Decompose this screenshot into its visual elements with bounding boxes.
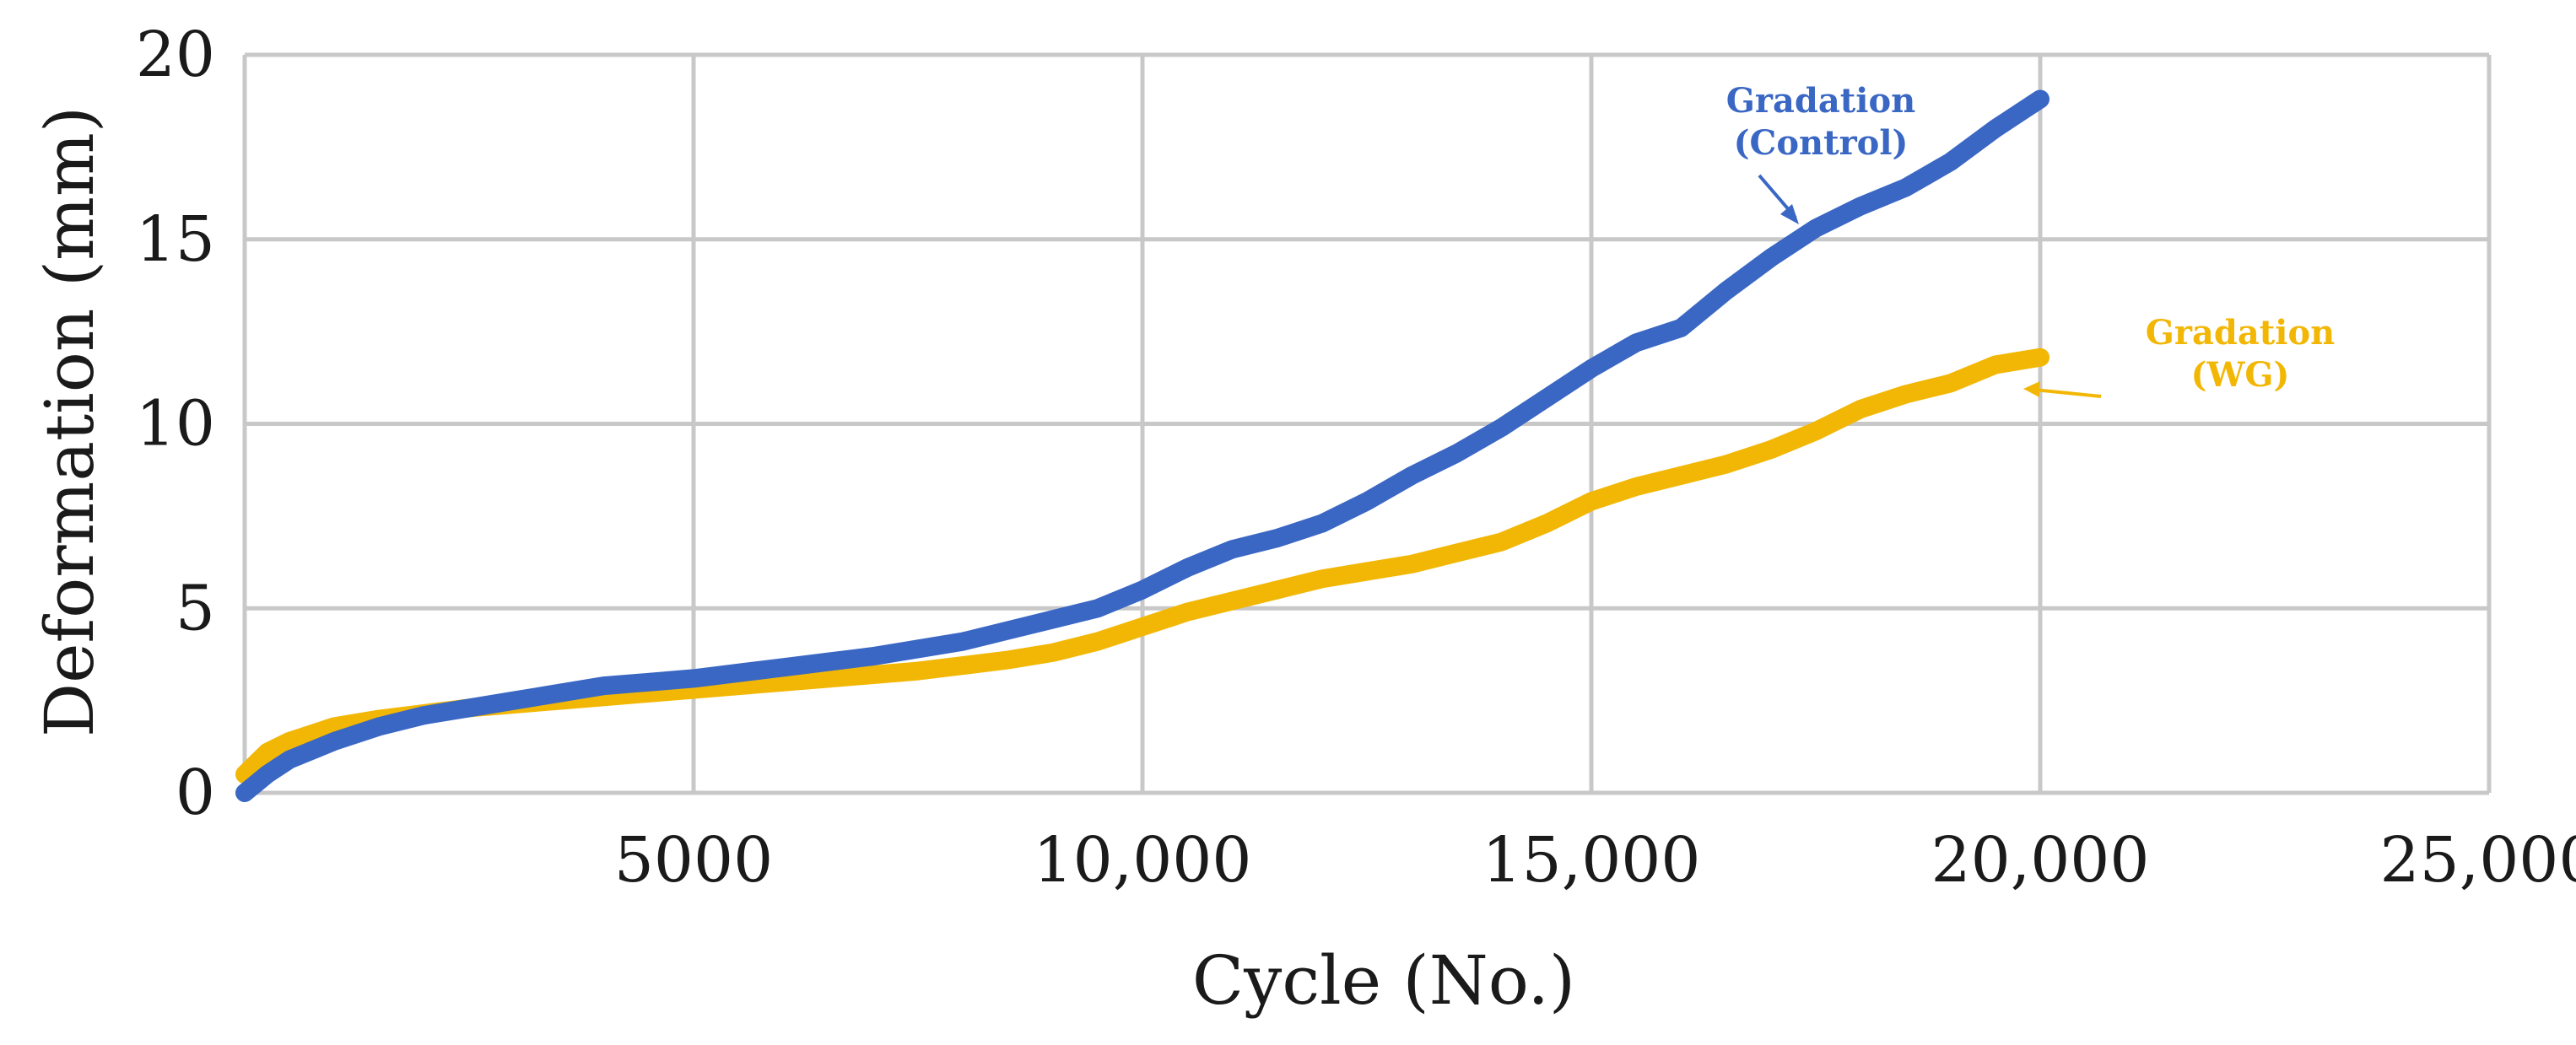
data-point-control-32: [1628, 335, 1644, 351]
y-axis-ticks: 0 5 10 15 20: [136, 19, 215, 829]
data-point-control-22: [1180, 560, 1196, 576]
annotation-control-line1: Gradation: [1726, 81, 1915, 121]
data-point-control-41: [2033, 91, 2048, 107]
x-tick-label-3: 20,000: [1931, 824, 2150, 897]
data-point-control-2: [282, 751, 298, 768]
data-point-control-27: [1404, 467, 1420, 483]
data-point-control-30: [1538, 390, 1554, 406]
x-tick-label-0: 5000: [614, 824, 773, 897]
data-point-wg-37: [1853, 401, 1869, 417]
data-point-wg-36: [1808, 423, 1823, 439]
data-point-wg-32: [1628, 478, 1644, 494]
series-layer: [235, 89, 2049, 802]
data-point-control-7: [506, 692, 522, 708]
annotation-control-line2: (Control): [1734, 123, 1909, 163]
data-point-control-39: [1942, 154, 1958, 170]
data-point-wg-31: [1584, 493, 1599, 509]
data-point-wg-14: [820, 671, 836, 687]
data-point-wg-26: [1359, 563, 1374, 579]
data-point-control-6: [462, 700, 477, 716]
data-point-wg-35: [1763, 442, 1779, 458]
data-point-wg-27: [1404, 556, 1420, 572]
grid-lines: [242, 52, 2492, 795]
data-point-control-35: [1763, 250, 1779, 266]
data-point-wg-38: [1898, 386, 1914, 402]
data-point-wg-17: [955, 658, 971, 674]
x-tick-label-4: 25,000: [2380, 824, 2576, 897]
data-point-wg-19: [1045, 644, 1061, 660]
data-point-wg-22: [1180, 604, 1196, 620]
annotation-control-arrowhead: [1780, 204, 1799, 224]
data-point-control-4: [371, 719, 387, 735]
data-point-control-33: [1673, 320, 1689, 336]
data-point-control-0: [237, 785, 252, 800]
data-point-wg-40: [1987, 357, 2003, 373]
data-point-wg-20: [1089, 633, 1105, 649]
data-point-control-37: [1853, 198, 1869, 214]
data-point-wg-13: [775, 674, 791, 690]
y-axis-title: Deformation (mm): [30, 106, 109, 737]
data-point-control-25: [1314, 515, 1330, 531]
data-point-wg-16: [910, 663, 926, 679]
data-point-wg-1: [259, 744, 275, 760]
x-tick-label-1: 10,000: [1034, 824, 1252, 897]
data-point-control-36: [1808, 220, 1823, 236]
annotation-wg-line2: (WG): [2191, 355, 2290, 395]
annotation-wg-line1: Gradation: [2146, 313, 2335, 353]
data-point-control-40: [1987, 121, 2003, 137]
data-point-control-38: [1898, 180, 1914, 196]
data-point-control-28: [1449, 445, 1465, 461]
data-point-wg-34: [1718, 456, 1734, 472]
y-tick-label-1: 5: [176, 572, 215, 644]
y-tick-label-4: 20: [136, 19, 215, 91]
y-tick-label-2: 10: [136, 388, 215, 461]
x-tick-label-2: 15,000: [1482, 824, 1701, 897]
x-axis-ticks: 5000 10,000 15,000 20,000 25,000: [614, 824, 2576, 897]
data-point-wg-21: [1135, 619, 1150, 635]
data-point-control-5: [416, 708, 432, 724]
data-point-control-1: [259, 767, 275, 783]
data-point-control-14: [820, 654, 836, 670]
data-point-control-34: [1718, 283, 1734, 299]
data-point-control-8: [551, 685, 567, 701]
data-point-wg-23: [1224, 593, 1240, 609]
data-point-control-21: [1135, 582, 1150, 598]
data-point-control-19: [1045, 611, 1061, 628]
data-point-wg-25: [1314, 571, 1330, 587]
data-point-wg-39: [1942, 375, 1958, 391]
annotations: Gradation (Control) Gradation (WG): [1726, 81, 2335, 398]
y-tick-label-0: 0: [176, 757, 215, 829]
data-point-control-13: [775, 660, 791, 676]
annotation-wg-arrow: [2033, 388, 2102, 398]
data-point-wg-28: [1449, 545, 1465, 561]
data-point-wg-2: [282, 733, 298, 749]
data-point-control-29: [1493, 419, 1509, 435]
data-point-control-31: [1584, 360, 1599, 376]
data-point-control-26: [1359, 493, 1374, 509]
data-point-control-3: [327, 733, 343, 749]
data-point-control-16: [910, 641, 926, 657]
data-point-wg-29: [1493, 534, 1509, 550]
data-point-wg-41: [2033, 349, 2048, 365]
data-point-control-18: [1000, 622, 1016, 638]
data-point-control-17: [955, 633, 971, 649]
x-axis-title: Cycle (No.): [1192, 941, 1575, 1020]
data-point-wg-24: [1269, 582, 1285, 598]
data-point-wg-33: [1673, 467, 1689, 483]
data-point-control-20: [1089, 601, 1105, 617]
annotation-wg-arrowhead: [2023, 381, 2040, 397]
data-point-control-11: [686, 671, 701, 687]
data-point-control-24: [1269, 531, 1285, 547]
data-point-control-12: [731, 665, 747, 681]
data-point-wg-30: [1538, 515, 1554, 531]
data-point-control-9: [596, 678, 612, 694]
data-point-wg-15: [865, 667, 881, 682]
data-point-control-23: [1224, 541, 1240, 558]
data-point-control-15: [865, 649, 881, 665]
data-point-control-10: [640, 674, 656, 690]
data-point-wg-18: [1000, 652, 1016, 668]
y-tick-label-3: 15: [136, 203, 215, 276]
